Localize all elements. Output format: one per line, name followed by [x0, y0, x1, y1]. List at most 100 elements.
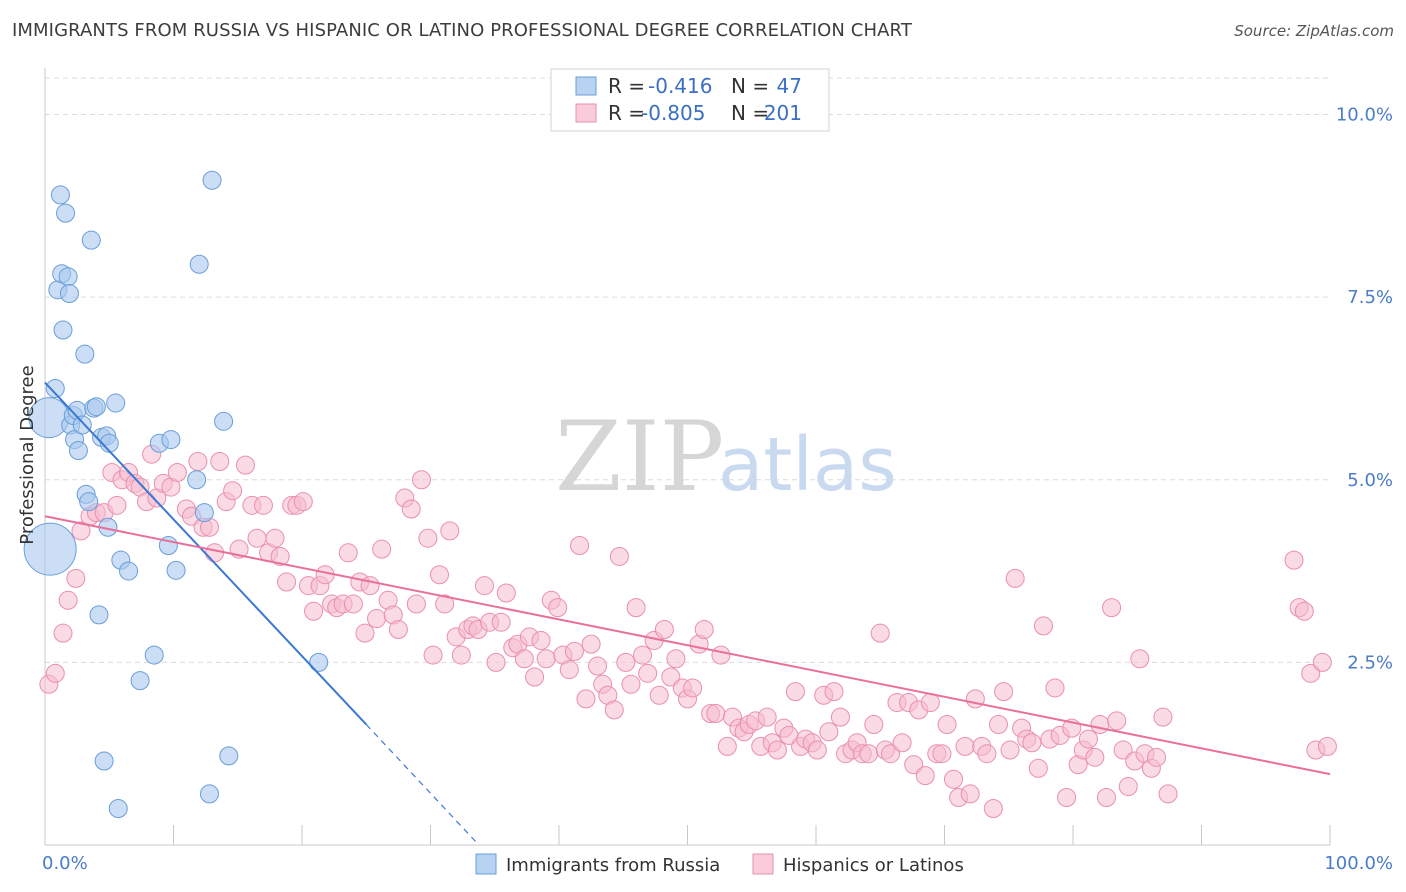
hispanic-point-156 [943, 769, 963, 789]
hispanic-point-180 [1078, 729, 1098, 749]
hispanic-point-60 [401, 499, 421, 519]
hispanic-point-102 [638, 663, 658, 683]
hispanic-point-98 [616, 652, 636, 672]
legend-r-label-1: R = [608, 74, 645, 98]
hispanic-point-194 [1158, 784, 1178, 804]
hispanic-point-106 [661, 667, 681, 687]
russia-point-22 [89, 605, 109, 625]
hispanic-point-88 [559, 660, 579, 680]
hispanic-point-31 [235, 455, 255, 475]
hispanic-point-33 [247, 528, 267, 548]
chart-title: IMMIGRANTS FROM RUSSIA VS HISPANIC OR LA… [12, 20, 912, 41]
bottom-legend-swatch-hispanic [752, 853, 774, 875]
hispanic-point-201 [1317, 736, 1337, 756]
legend-r-value-1: -0.416 [648, 74, 712, 98]
hispanic-point-29 [223, 481, 243, 501]
russia-point-45 [309, 652, 329, 672]
bottom-legend-label-hispanic: Hispanics or Latinos [783, 855, 964, 876]
hispanic-point-2 [53, 623, 73, 643]
hispanic-point-141 [859, 744, 879, 764]
y-axis-label: Professional Degree [17, 365, 38, 544]
axes [44, 68, 1331, 846]
hispanic-point-20 [167, 462, 187, 482]
hispanic-point-92 [581, 634, 601, 654]
legend-box: R = -0.416 N = 47 R = -0.805 N = 201 [550, 68, 830, 132]
hispanic-point-145 [881, 744, 901, 764]
hispanic-point-63 [418, 528, 438, 548]
russia-point-36 [161, 430, 181, 450]
hispanic-point-49 [338, 543, 358, 563]
hispanic-point-69 [451, 645, 471, 665]
hispanic-point-37 [270, 546, 290, 566]
russia-point-41 [199, 784, 219, 804]
russia-point-18 [79, 492, 99, 512]
hispanic-point-192 [1147, 747, 1167, 767]
hispanic-point-115 [711, 645, 731, 665]
russia-point-6 [53, 320, 73, 340]
hispanic-point-65 [429, 565, 449, 585]
legend-swatch-russia [575, 76, 597, 96]
tick-labels: 2.5% 5.0% 7.5% 10.0% 0.0% 100.0% [42, 105, 1393, 874]
hispanic-point-142 [864, 714, 884, 734]
hispanic-point-100 [626, 598, 646, 618]
russia-point-15 [72, 415, 92, 435]
hispanic-point-159 [960, 784, 980, 804]
hispanic-point-73 [474, 576, 494, 596]
hispanic-point-82 [525, 667, 545, 687]
hispanic-point-27 [210, 452, 230, 471]
hispanic-point-80 [514, 649, 534, 669]
hispanic-point-86 [548, 598, 568, 618]
legend-n-label-1: N = [731, 74, 769, 98]
hispanic-point-116 [717, 736, 737, 756]
hispanic-point-134 [819, 722, 839, 742]
russia-point-24 [94, 751, 114, 771]
hispanic-point-176 [1057, 788, 1077, 808]
hispanic-point-89 [564, 641, 584, 661]
hispanic-point-197 [1294, 601, 1314, 621]
hispanic-point-143 [870, 623, 890, 643]
hispanic-point-195 [1284, 550, 1304, 570]
hispanic-point-128 [785, 682, 805, 702]
russia-point-19 [81, 230, 101, 250]
trend-lines [44, 381, 1331, 842]
hispanic-point-36 [265, 528, 285, 548]
russia-points [23, 170, 329, 818]
grid-lines [45, 77, 1330, 663]
russia-point-33 [144, 645, 164, 665]
hispanic-point-189 [1130, 649, 1150, 669]
hispanic-point-54 [367, 609, 387, 629]
russia-point-32 [130, 671, 150, 691]
hispanic-point-171 [1028, 758, 1048, 778]
hispanic-point-38 [277, 572, 297, 592]
russia-point-38 [187, 470, 207, 490]
russia-point-28 [106, 393, 126, 413]
hispanic-point-105 [654, 620, 674, 640]
russia-point-31 [119, 561, 139, 581]
hispanic-point-1 [45, 663, 65, 683]
hispanic-point-4 [66, 568, 86, 588]
russia-point-44 [219, 746, 239, 766]
hispanic-point-152 [920, 693, 940, 713]
hispanic-point-163 [983, 798, 1003, 818]
hispanic-point-23 [188, 452, 208, 471]
hispanic-point-132 [807, 740, 827, 760]
legend-n-value-2: 201 [764, 101, 802, 125]
hispanic-point-104 [649, 685, 669, 705]
source-label: Source: ZipAtlas.com [1234, 22, 1394, 40]
hispanic-point-170 [1022, 733, 1042, 753]
hispanic-point-34 [253, 495, 273, 515]
hispanic-point-172 [1033, 616, 1053, 636]
hispanic-point-99 [621, 674, 641, 694]
hispanic-point-149 [904, 755, 924, 775]
hispanic-point-184 [1102, 598, 1122, 618]
hispanic-point-41 [293, 492, 313, 512]
hispanic-point-187 [1118, 777, 1138, 797]
hispanic-point-77 [496, 583, 516, 603]
watermark-atlas: atlas [718, 422, 897, 508]
russia-point-29 [108, 798, 128, 818]
russia-point-39 [189, 254, 209, 274]
hispanic-point-5 [71, 521, 91, 541]
hispanic-point-151 [915, 766, 935, 786]
hispanic-point-62 [412, 470, 432, 490]
